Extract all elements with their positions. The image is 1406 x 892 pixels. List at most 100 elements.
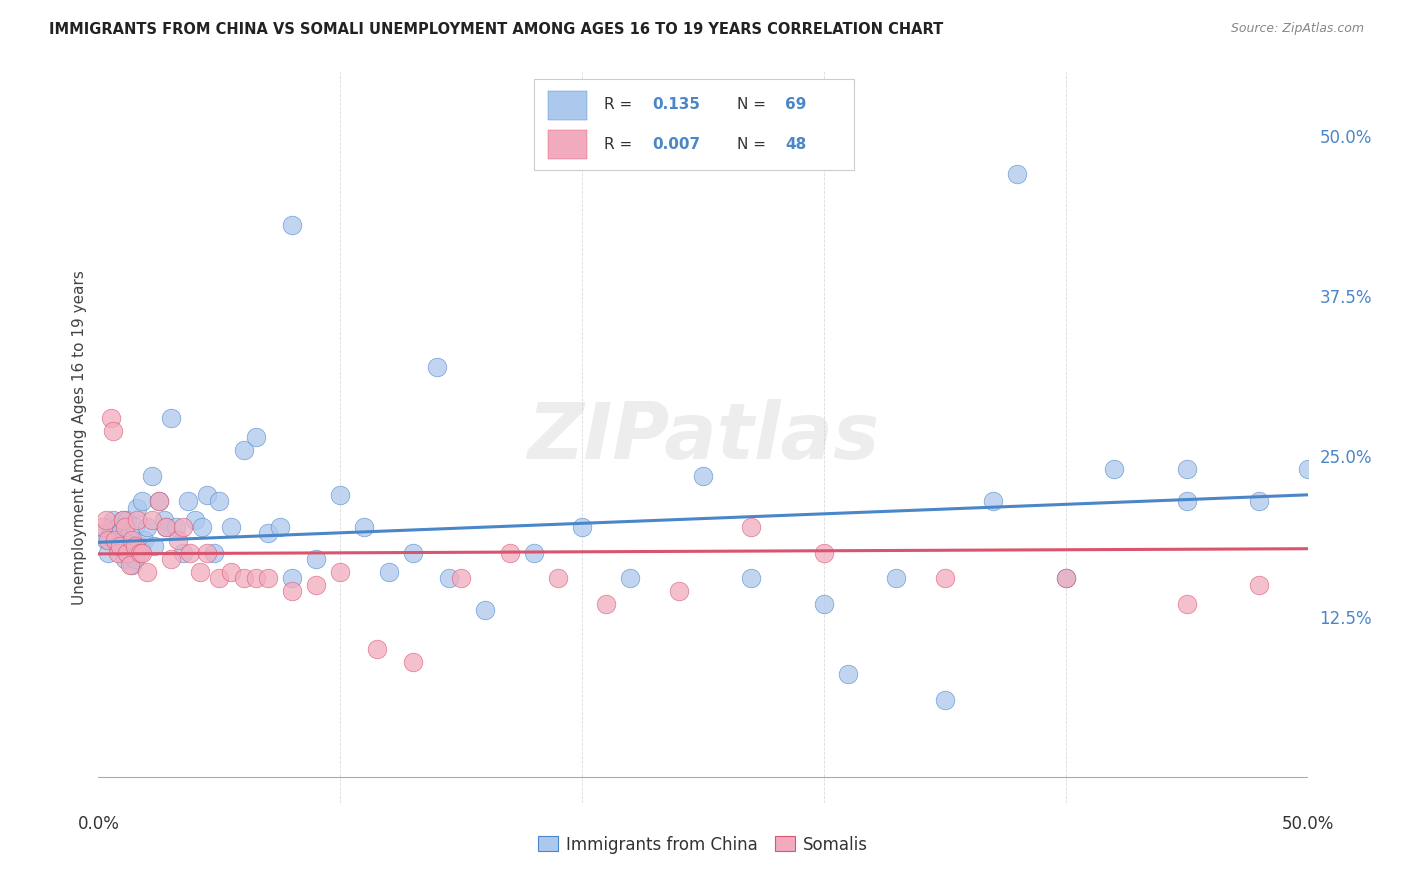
Point — [131, 545, 153, 559]
Point — [366, 641, 388, 656]
Point — [143, 539, 166, 553]
Point — [221, 565, 243, 579]
Point — [160, 410, 183, 425]
Point — [135, 520, 157, 534]
Point — [117, 545, 139, 559]
Point — [402, 655, 425, 669]
Point — [117, 514, 139, 528]
Point — [118, 526, 141, 541]
Point — [281, 219, 304, 233]
Point — [1249, 577, 1271, 591]
Text: Source: ZipAtlas.com: Source: ZipAtlas.com — [1230, 22, 1364, 36]
Point — [121, 558, 143, 573]
Point — [437, 571, 460, 585]
Point — [177, 494, 200, 508]
Point — [127, 500, 149, 515]
Point — [1296, 462, 1319, 476]
Point — [232, 571, 254, 585]
Point — [107, 520, 129, 534]
Point — [94, 514, 117, 528]
Point — [1249, 494, 1271, 508]
Point — [165, 520, 187, 534]
Point — [981, 494, 1004, 508]
Point — [100, 410, 122, 425]
Point — [1175, 597, 1198, 611]
Point — [595, 597, 617, 611]
Point — [208, 494, 231, 508]
Point — [204, 545, 226, 559]
Text: 0.135: 0.135 — [652, 96, 700, 112]
Point — [692, 468, 714, 483]
Point — [1054, 571, 1077, 585]
Point — [118, 558, 141, 573]
Point — [108, 526, 131, 541]
Point — [221, 520, 243, 534]
Point — [91, 526, 114, 541]
Point — [450, 571, 472, 585]
Point — [498, 545, 520, 559]
Point — [571, 520, 593, 534]
Point — [281, 584, 304, 599]
Point — [188, 565, 211, 579]
Point — [91, 520, 114, 534]
Point — [97, 545, 120, 559]
Point — [131, 494, 153, 508]
Point — [402, 545, 425, 559]
Point — [94, 533, 117, 547]
Y-axis label: Unemployment Among Ages 16 to 19 years: Unemployment Among Ages 16 to 19 years — [72, 269, 87, 605]
Point — [97, 533, 120, 547]
Point — [740, 520, 762, 534]
Point — [195, 488, 218, 502]
Point — [127, 514, 149, 528]
Point — [329, 488, 352, 502]
Point — [128, 545, 150, 559]
Point — [104, 533, 127, 547]
Point — [1175, 462, 1198, 476]
Point — [1175, 494, 1198, 508]
Point — [191, 520, 214, 534]
Point — [329, 565, 352, 579]
Point — [135, 565, 157, 579]
Point — [668, 584, 690, 599]
Legend: Immigrants from China, Somalis: Immigrants from China, Somalis — [531, 829, 875, 860]
Point — [148, 494, 170, 508]
Point — [934, 693, 956, 707]
Point — [114, 552, 136, 566]
Point — [269, 520, 291, 534]
Point — [232, 442, 254, 457]
Point — [107, 545, 129, 559]
Point — [245, 571, 267, 585]
Point — [155, 520, 177, 534]
Point — [1102, 462, 1125, 476]
Point — [172, 545, 194, 559]
Point — [523, 545, 546, 559]
Point — [160, 552, 183, 566]
Point — [179, 545, 201, 559]
Point — [101, 514, 124, 528]
Point — [305, 552, 328, 566]
Point — [141, 514, 163, 528]
Point — [100, 520, 122, 534]
Point — [128, 539, 150, 553]
Point — [124, 520, 146, 534]
Point — [152, 514, 174, 528]
Point — [281, 571, 304, 585]
FancyBboxPatch shape — [548, 130, 586, 159]
Text: 69: 69 — [785, 96, 807, 112]
Text: R =: R = — [603, 96, 637, 112]
Point — [111, 514, 134, 528]
Point — [134, 533, 156, 547]
Text: ZIPatlas: ZIPatlas — [527, 399, 879, 475]
Point — [1007, 167, 1029, 181]
Point — [111, 514, 134, 528]
Point — [117, 545, 139, 559]
Point — [172, 520, 194, 534]
Point — [377, 565, 399, 579]
Text: R =: R = — [603, 137, 637, 152]
Point — [256, 526, 278, 541]
Point — [256, 571, 278, 585]
Text: 0.007: 0.007 — [652, 137, 700, 152]
Point — [195, 545, 218, 559]
Point — [121, 533, 143, 547]
Point — [813, 597, 835, 611]
